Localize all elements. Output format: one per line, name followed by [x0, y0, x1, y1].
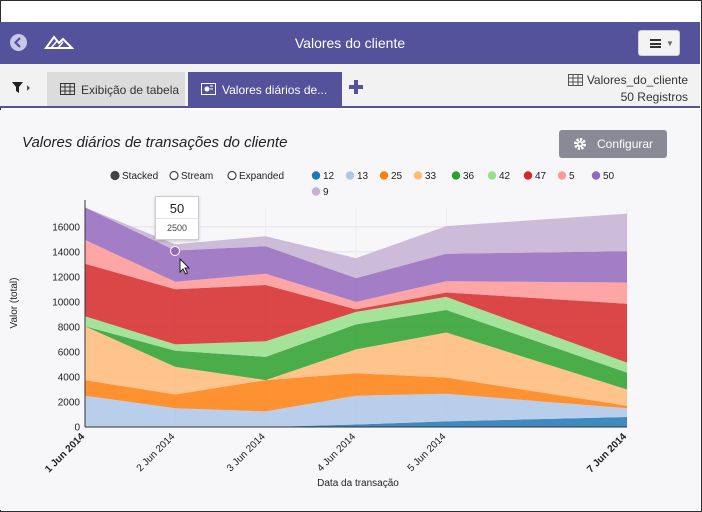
area-series-5: [85, 239, 627, 310]
table-icon: [567, 74, 583, 90]
data-source-info: Valores_do_cliente 50 Registros: [567, 73, 688, 105]
add-tab-icon[interactable]: [349, 80, 363, 94]
y-tick-label: 10000: [52, 297, 80, 308]
y-tick-label: 12000: [52, 272, 80, 283]
legend-dot-series-50: [591, 171, 601, 180]
area-series-50: [85, 207, 627, 302]
tab-label: Valores diários de...: [222, 83, 328, 97]
stacked-area-chart: 0 2000 4000 6000 8000 10000 12000 14000 16000 1 J…: [9, 170, 629, 489]
legend-label-series-42: 42: [499, 171, 511, 182]
tab-label: Exibição de tabela: [81, 83, 180, 97]
x-tick-label: 4 Jun 2014: [315, 431, 358, 474]
page-title: Valores do cliente: [294, 35, 406, 51]
hamburger-menu-icon: [650, 39, 661, 48]
y-tick-label: 14000: [52, 247, 80, 258]
table-icon: [60, 83, 75, 98]
x-tick-label: 7 Jun 2014: [585, 431, 629, 475]
legend-dot-series-33: [413, 171, 423, 180]
legend-label-series-9: 9: [323, 187, 329, 198]
legend-label-series-36: 36: [463, 171, 475, 182]
legend-dot-series-12: [311, 171, 321, 180]
area-series-25: [85, 373, 627, 412]
y-tick-label: 16000: [52, 222, 80, 233]
filter-icon[interactable]: [12, 81, 34, 99]
chart-icon: [201, 83, 216, 98]
y-tick-label: 4000: [58, 372, 81, 383]
tab-daily-values[interactable]: Valores diários de...: [188, 72, 342, 106]
area-series-13: [85, 393, 627, 427]
y-axis-label: Valor (total): [9, 278, 20, 329]
legend-dot-series-9: [311, 187, 321, 196]
mountain-logo-icon[interactable]: [44, 32, 75, 57]
area-series-9: [85, 207, 627, 279]
source-name: Valores_do_cliente: [586, 73, 688, 87]
area-series-33: [85, 326, 627, 406]
configure-label: Configurar: [597, 137, 654, 151]
area-series-42: [85, 296, 627, 373]
legend-label-series-25: 25: [391, 171, 403, 182]
legend-dot-series-13: [345, 171, 355, 180]
gear-icon: [573, 137, 587, 154]
record-count: 50 Registros: [620, 90, 688, 104]
highlighted-point: [170, 246, 180, 256]
legend-dot-series-25: [379, 171, 389, 180]
y-tick-label: 0: [74, 423, 80, 434]
legend-label-series-12: 12: [323, 171, 335, 182]
legend-label-series-47: 47: [535, 171, 547, 182]
tab-table-view[interactable]: Exibição de tabela: [47, 72, 185, 106]
mouse-cursor-icon: [179, 257, 191, 275]
chart-title: Valores diários de transações do cliente: [22, 134, 288, 151]
y-tick-label: 6000: [58, 347, 81, 358]
x-tick-label: 1 Jun 2014: [43, 431, 87, 475]
area-series-47: [85, 263, 627, 363]
tooltip-series: 50: [169, 201, 185, 216]
legend-label-series-33: 33: [425, 171, 437, 182]
area-series-12: [85, 417, 627, 427]
header-bar: Valores do cliente ▼: [0, 22, 700, 64]
mode-label: Stream: [181, 171, 213, 182]
y-tick-label: 8000: [58, 322, 81, 333]
legend-label-series-50: 50: [603, 171, 615, 182]
legend-label-series-13: 13: [357, 171, 369, 182]
chart-tooltip: 50 2500: [155, 196, 199, 240]
configure-button[interactable]: Configurar: [559, 130, 667, 158]
chevron-down-icon: ▼: [666, 39, 674, 48]
legend-dot-series-47: [523, 171, 533, 180]
legend-dot-series-5: [557, 171, 567, 180]
legend-label-series-5: 5: [569, 171, 575, 182]
y-tick-label: 2000: [58, 397, 81, 408]
mode-toggle-stream: [169, 170, 179, 181]
mode-toggle-stacked: [110, 170, 120, 181]
hamburger-menu-button[interactable]: ▼: [638, 30, 680, 56]
tooltip-value: 2500: [166, 223, 188, 233]
legend-dot-series-42: [487, 171, 497, 180]
x-tick-label: 2 Jun 2014: [135, 431, 178, 474]
tab-bar: Exibição de tabela Valores diários de...…: [0, 64, 700, 108]
mode-toggle-expanded: [227, 170, 237, 181]
mode-label: Expanded: [239, 171, 284, 182]
back-arrow-icon[interactable]: [10, 34, 27, 51]
area-series-36: [85, 310, 627, 390]
x-tick-label: 3 Jun 2014: [225, 431, 268, 474]
legend-dot-series-36: [451, 171, 461, 180]
tooltip-divider: [156, 218, 198, 219]
x-tick-label: 5 Jun 2014: [406, 431, 449, 474]
x-axis-label: Data da transação: [317, 478, 399, 489]
mode-label: Stacked: [122, 171, 158, 182]
